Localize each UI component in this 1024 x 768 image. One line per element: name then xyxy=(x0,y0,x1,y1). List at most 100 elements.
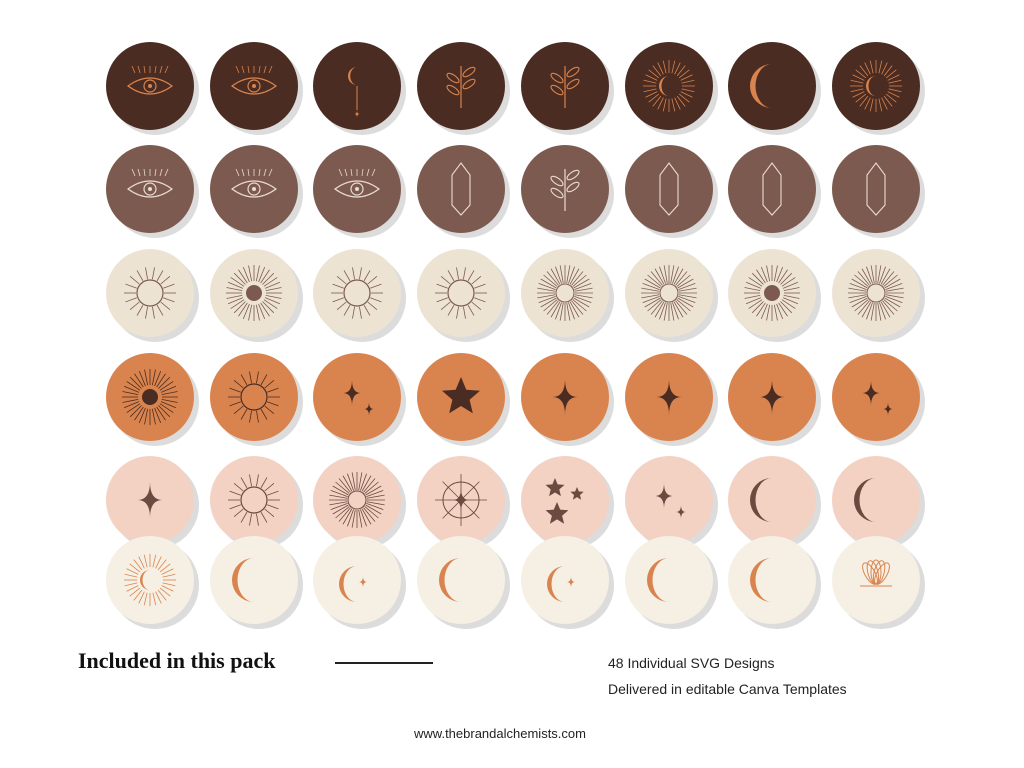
icon-badge xyxy=(521,249,614,342)
badge xyxy=(521,536,609,624)
ray xyxy=(456,267,459,280)
lash xyxy=(350,168,353,177)
icon-badge xyxy=(210,249,303,342)
ray xyxy=(360,509,367,527)
ray xyxy=(654,301,665,318)
leaf xyxy=(550,84,564,96)
ray xyxy=(155,591,162,604)
ray xyxy=(566,265,571,284)
ray xyxy=(571,271,584,286)
ray xyxy=(644,297,661,308)
icon-badge xyxy=(210,42,303,135)
moon xyxy=(866,76,876,96)
ray xyxy=(338,478,351,493)
ray xyxy=(678,69,690,79)
ray xyxy=(675,271,688,286)
badge xyxy=(832,145,920,233)
badge xyxy=(728,456,816,544)
star xyxy=(342,380,362,406)
ray xyxy=(643,88,657,93)
ray xyxy=(229,401,241,407)
ray xyxy=(888,88,902,93)
star xyxy=(570,487,584,500)
ray xyxy=(857,271,870,286)
ray xyxy=(233,482,244,492)
ray xyxy=(440,275,451,285)
ray xyxy=(642,296,660,303)
ray xyxy=(145,306,148,319)
ray xyxy=(671,60,676,74)
ray xyxy=(138,591,145,604)
ray xyxy=(129,563,141,573)
ray xyxy=(855,69,867,79)
lash xyxy=(164,65,169,74)
ray xyxy=(572,274,587,287)
ray xyxy=(555,302,562,320)
ray xyxy=(883,274,898,287)
ray xyxy=(781,277,796,287)
ray xyxy=(365,504,382,515)
ray xyxy=(264,379,275,389)
ray xyxy=(681,88,695,93)
ray xyxy=(258,303,266,320)
ray xyxy=(677,297,694,308)
ray xyxy=(778,302,788,317)
ray xyxy=(852,74,865,81)
ray xyxy=(681,79,695,84)
ray xyxy=(883,95,893,107)
ray xyxy=(265,287,282,292)
ray xyxy=(154,370,162,387)
moon xyxy=(348,67,357,85)
ray xyxy=(129,587,141,597)
ray xyxy=(748,299,763,309)
ray xyxy=(129,301,140,311)
ray xyxy=(123,385,140,393)
lash xyxy=(268,65,273,74)
feature-line: 48 Individual SVG Designs xyxy=(608,655,775,671)
ray xyxy=(126,585,139,592)
ray xyxy=(267,490,279,496)
ray xyxy=(124,582,138,587)
ray xyxy=(240,408,248,420)
ray xyxy=(776,266,784,283)
ray xyxy=(463,306,466,319)
ray xyxy=(361,508,372,525)
ray xyxy=(574,283,592,290)
ray xyxy=(143,592,148,606)
ray xyxy=(537,287,556,292)
ray xyxy=(364,481,379,494)
ray xyxy=(370,297,382,303)
ray xyxy=(143,554,148,568)
ray xyxy=(160,301,171,311)
ray xyxy=(538,283,556,290)
ray xyxy=(158,405,171,418)
ray xyxy=(569,268,580,285)
ray xyxy=(882,300,895,315)
ray xyxy=(138,556,145,569)
ray xyxy=(248,304,253,321)
badge xyxy=(728,536,816,624)
crystal xyxy=(866,162,886,216)
ray xyxy=(264,281,281,289)
ray xyxy=(467,270,475,282)
ray xyxy=(256,474,259,487)
ray xyxy=(650,271,663,286)
ray xyxy=(676,299,691,312)
ray xyxy=(226,287,243,292)
ray xyxy=(648,93,660,103)
ray xyxy=(854,299,869,312)
star xyxy=(566,576,576,588)
badge xyxy=(832,456,920,544)
ray xyxy=(125,283,137,289)
ray xyxy=(332,283,344,289)
ray xyxy=(861,268,872,285)
badge xyxy=(313,353,401,441)
ray xyxy=(744,294,761,299)
badge xyxy=(728,42,816,130)
ray xyxy=(662,60,667,74)
ray xyxy=(227,297,244,305)
icon-badge xyxy=(832,249,925,342)
icon-badge xyxy=(832,42,925,135)
core xyxy=(866,283,886,303)
